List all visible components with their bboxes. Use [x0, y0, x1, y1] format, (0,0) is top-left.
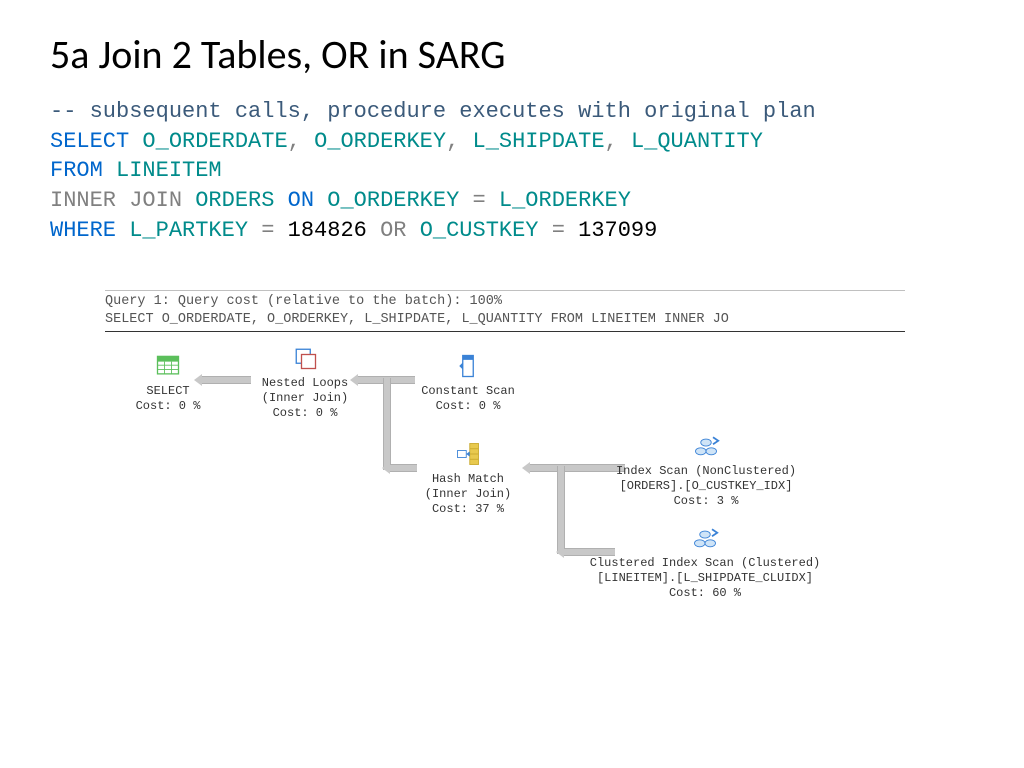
sql-comma: , [446, 129, 459, 154]
op-cost: Cost: 0 % [403, 399, 533, 414]
index-scan-icon [691, 432, 721, 460]
nested-loops-icon [290, 344, 320, 372]
plan-header-line2: SELECT O_ORDERDATE, O_ORDERKEY, L_SHIPDA… [105, 311, 905, 332]
sql-col: O_ORDERKEY [327, 188, 459, 213]
slide: 5a Join 2 Tables, OR in SARG -- subseque… [0, 0, 1024, 768]
op-hash-match: Hash Match (Inner Join) Cost: 37 % [403, 440, 533, 517]
op-cost: Cost: 0 % [245, 406, 365, 421]
sql-select-kw: SELECT [50, 129, 129, 154]
op-sub: (Inner Join) [245, 391, 365, 406]
sql-eq: = [552, 218, 565, 243]
op-constant-scan: Constant Scan Cost: 0 % [403, 352, 533, 414]
op-label: Clustered Index Scan (Clustered) [565, 556, 845, 571]
op-label: Constant Scan [403, 384, 533, 399]
sql-col: L_QUANTITY [631, 129, 763, 154]
op-index-scan: Index Scan (NonClustered) [ORDERS].[O_CU… [591, 432, 821, 509]
op-cost: Cost: 0 % [123, 399, 213, 414]
sql-col: O_CUSTKEY [420, 218, 539, 243]
sql-comma: , [605, 129, 618, 154]
op-sub: [ORDERS].[O_CUSTKEY_IDX] [591, 479, 821, 494]
sql-join-kw: INNER JOIN [50, 188, 182, 213]
plan-header-line1: Query 1: Query cost (relative to the bat… [105, 293, 905, 311]
sql-or-kw: OR [380, 218, 406, 243]
execution-plan-panel: Query 1: Query cost (relative to the bat… [105, 290, 905, 600]
sql-col: L_SHIPDATE [473, 129, 605, 154]
sql-comment: -- subsequent calls, procedure executes … [50, 99, 816, 124]
op-nested-loops: Nested Loops (Inner Join) Cost: 0 % [245, 344, 365, 421]
op-sub: [LINEITEM].[L_SHIPDATE_CLUIDX] [565, 571, 845, 586]
sql-literal: 137099 [578, 218, 657, 243]
plan-canvas: SELECT Cost: 0 % Nested Loops (Inner Joi… [105, 332, 905, 592]
op-select: SELECT Cost: 0 % [123, 352, 213, 414]
clustered-index-scan-icon [690, 524, 720, 552]
plan-connector [383, 378, 391, 470]
sql-eq: = [261, 218, 274, 243]
op-clustered-index-scan: Clustered Index Scan (Clustered) [LINEIT… [565, 524, 845, 601]
op-label: Index Scan (NonClustered) [591, 464, 821, 479]
sql-col: L_PARTKEY [129, 218, 248, 243]
sql-eq: = [473, 188, 486, 213]
sql-literal: 184826 [288, 218, 367, 243]
plan-connector [557, 466, 565, 554]
sql-from-kw: FROM [50, 158, 103, 183]
sql-code-block: -- subsequent calls, procedure executes … [50, 97, 974, 245]
sql-comma: , [288, 129, 301, 154]
sql-table: ORDERS [195, 188, 274, 213]
constant-scan-icon [453, 352, 483, 380]
hash-match-icon [453, 440, 483, 468]
sql-where-kw: WHERE [50, 218, 116, 243]
page-title: 5a Join 2 Tables, OR in SARG [50, 30, 974, 79]
op-label: Nested Loops [245, 376, 365, 391]
plan-header: Query 1: Query cost (relative to the bat… [105, 290, 905, 332]
sql-table: LINEITEM [116, 158, 222, 183]
select-icon [153, 352, 183, 380]
sql-col: L_ORDERKEY [499, 188, 631, 213]
sql-col: O_ORDERDATE [142, 129, 287, 154]
op-cost: Cost: 3 % [591, 494, 821, 509]
op-cost: Cost: 37 % [403, 502, 533, 517]
sql-col: O_ORDERKEY [314, 129, 446, 154]
op-cost: Cost: 60 % [565, 586, 845, 601]
sql-on-kw: ON [288, 188, 314, 213]
op-label: Hash Match [403, 472, 533, 487]
op-label: SELECT [123, 384, 213, 399]
op-sub: (Inner Join) [403, 487, 533, 502]
